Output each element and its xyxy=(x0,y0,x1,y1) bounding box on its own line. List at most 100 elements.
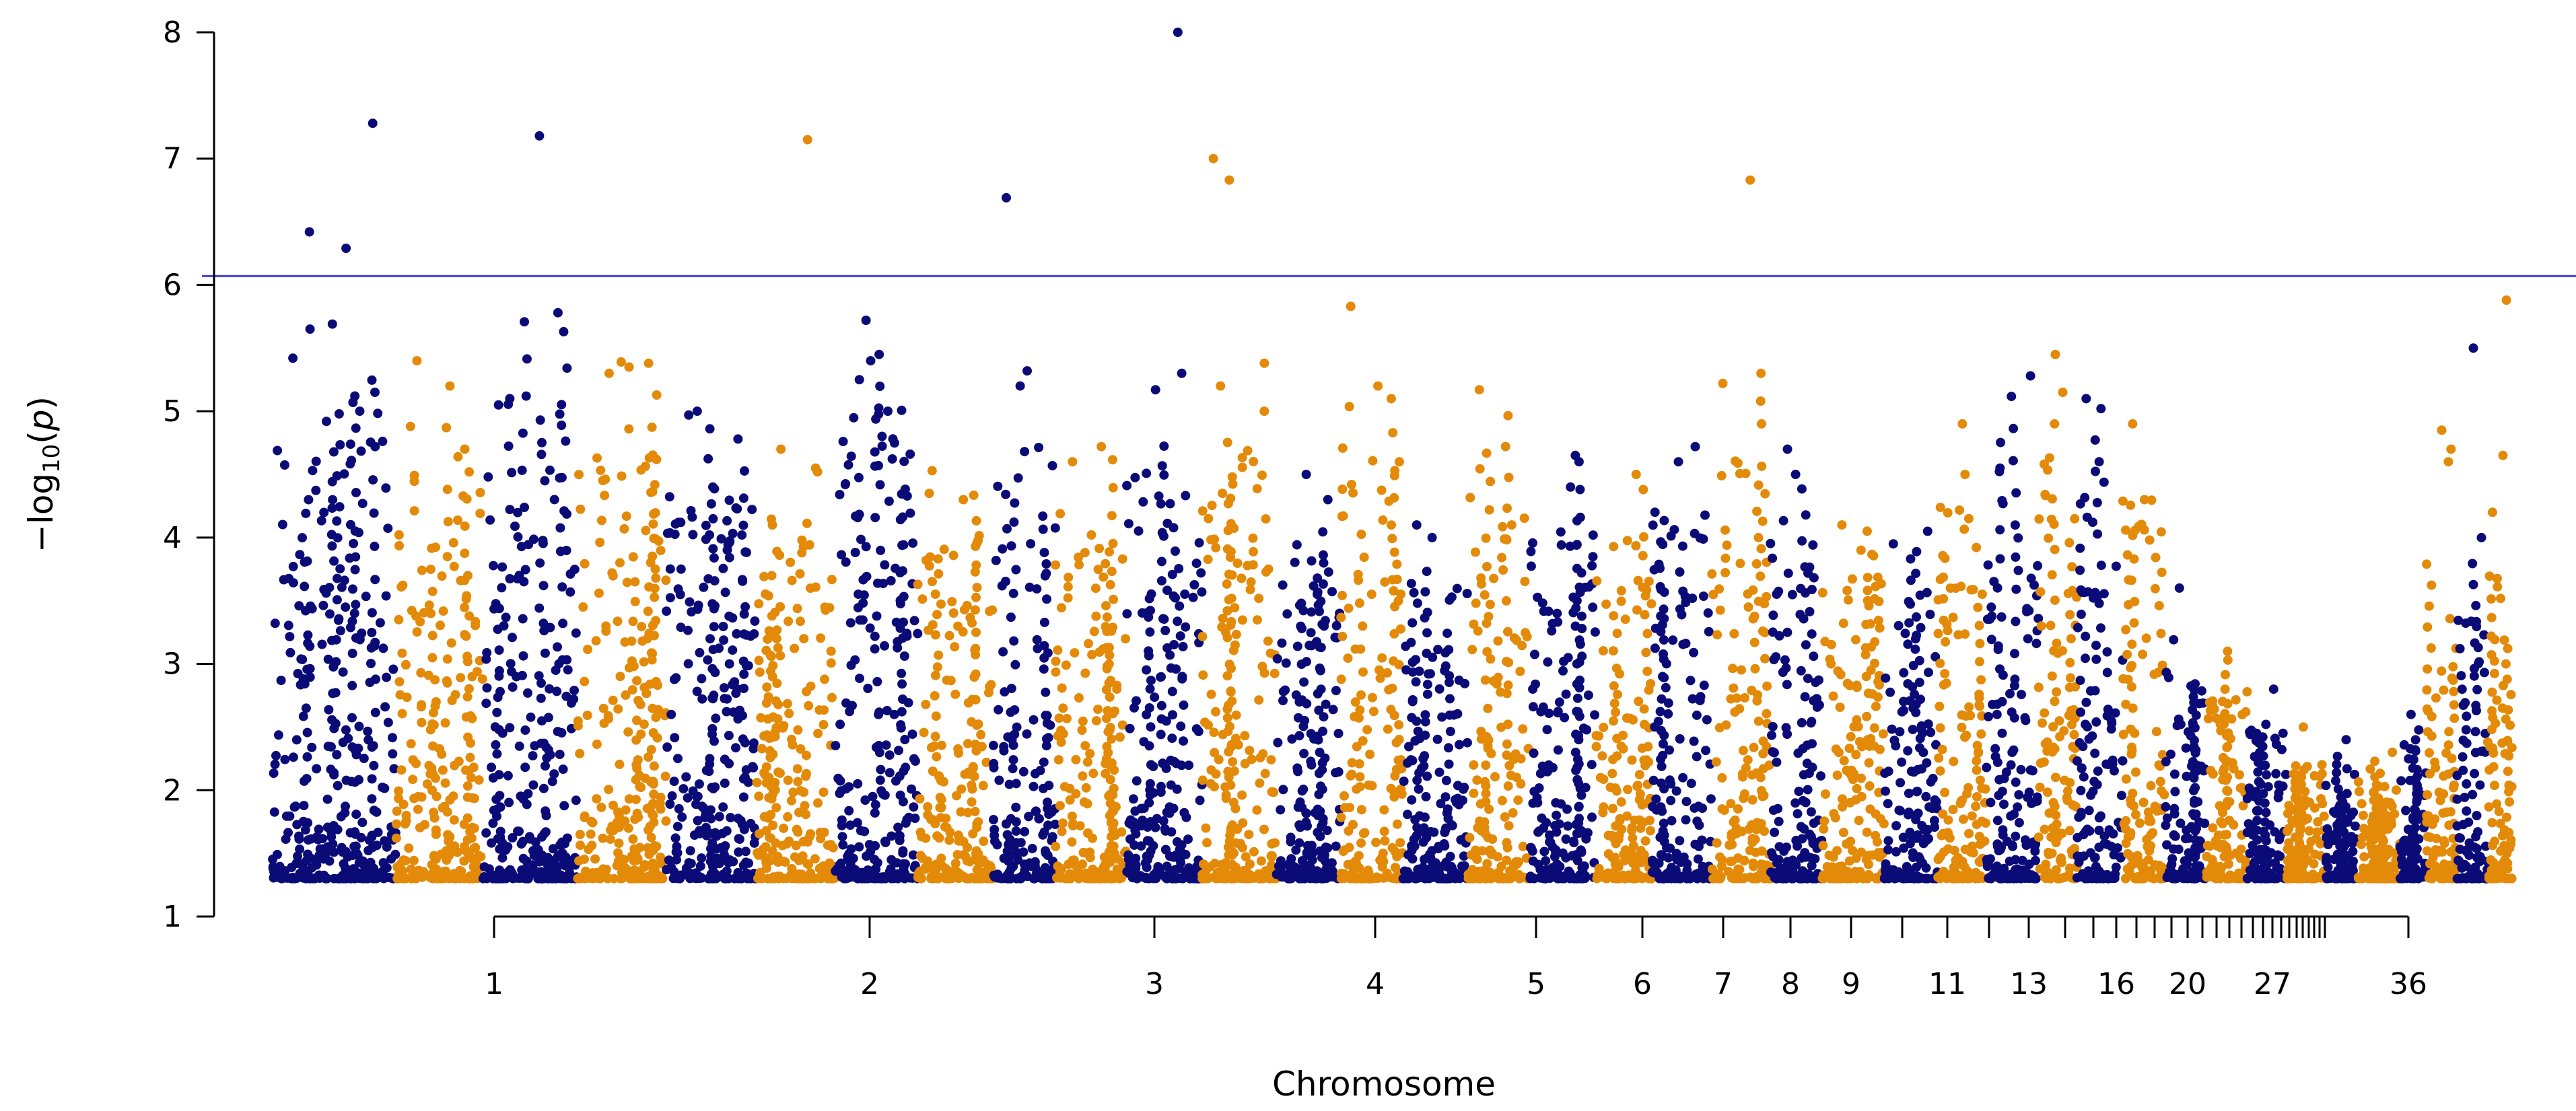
snp-point xyxy=(651,573,661,583)
snp-point xyxy=(1331,841,1341,851)
snp-point xyxy=(1800,562,1810,572)
snp-point xyxy=(837,820,847,830)
snp-point xyxy=(1252,484,1262,494)
snp-point xyxy=(1644,577,1654,586)
snp-point xyxy=(1577,624,1587,633)
snp-point xyxy=(1222,671,1232,681)
snp-point xyxy=(505,865,515,875)
snp-point xyxy=(1283,861,1293,871)
snp-point xyxy=(1224,773,1234,782)
snp-point xyxy=(513,826,523,836)
snp-point xyxy=(1377,653,1387,663)
snp-point xyxy=(401,810,411,820)
snp-point xyxy=(1776,863,1785,873)
snp-point xyxy=(291,735,302,745)
top-hit-point xyxy=(1756,368,1766,378)
snp-point xyxy=(706,499,716,509)
snp-point xyxy=(291,859,302,869)
snp-point xyxy=(508,633,517,643)
snp-point xyxy=(1543,873,1554,882)
snp-point xyxy=(1860,649,1871,659)
snp-point xyxy=(1240,731,1250,741)
snp-point xyxy=(1272,869,1282,880)
snp-point xyxy=(1458,795,1467,805)
snp-point xyxy=(972,538,982,548)
snp-point xyxy=(285,811,295,821)
snp-point xyxy=(488,818,498,828)
snp-point xyxy=(1503,680,1513,690)
snp-point xyxy=(520,317,529,327)
snp-point xyxy=(639,862,649,872)
top-hit-point xyxy=(604,368,614,378)
snp-point xyxy=(1282,609,1292,619)
snp-point xyxy=(409,506,419,516)
snp-point xyxy=(1142,855,1152,865)
snp-point xyxy=(489,561,498,571)
snp-point xyxy=(935,792,945,802)
snp-point xyxy=(475,509,485,518)
snp-point xyxy=(1663,698,1673,708)
snp-point xyxy=(1259,668,1269,678)
top-hit-point xyxy=(1096,441,1107,452)
snp-point xyxy=(1457,861,1467,871)
snp-point xyxy=(1864,851,1873,861)
snp-point xyxy=(1819,824,1829,834)
snp-point xyxy=(1210,859,1220,869)
snp-point xyxy=(1891,821,1902,830)
snp-point xyxy=(1366,589,1377,600)
snp-point xyxy=(1729,629,1739,639)
snp-point xyxy=(536,678,546,688)
top-hit-point xyxy=(445,381,455,391)
snp-point xyxy=(767,672,777,682)
snp-point xyxy=(1862,711,1872,721)
snp-point xyxy=(1174,564,1184,573)
snp-point xyxy=(518,428,528,438)
snp-point xyxy=(1715,852,1725,862)
snp-point xyxy=(1657,694,1667,704)
snp-point xyxy=(1390,847,1400,857)
snp-point xyxy=(978,781,988,791)
snp-point xyxy=(1681,639,1691,649)
snp-point xyxy=(1063,581,1073,592)
snp-point xyxy=(666,863,676,873)
snp-point xyxy=(1455,740,1464,750)
snp-point xyxy=(1255,753,1265,763)
snp-point xyxy=(1893,620,1904,631)
snp-point xyxy=(1797,484,1807,494)
top-hit-point xyxy=(1224,175,1234,185)
snp-point xyxy=(1197,587,1207,597)
snp-point xyxy=(1726,694,1736,704)
snp-point xyxy=(948,550,959,561)
snp-point xyxy=(979,836,989,847)
snp-point xyxy=(871,873,881,884)
snp-point xyxy=(1760,826,1770,836)
snp-point xyxy=(1108,824,1118,834)
snp-point xyxy=(724,858,734,867)
snp-point xyxy=(370,707,380,717)
snp-point xyxy=(1739,793,1749,803)
snp-point xyxy=(800,801,810,811)
snp-point xyxy=(1280,685,1290,695)
snp-point xyxy=(1715,873,1725,884)
snp-point xyxy=(1144,873,1154,884)
snp-point xyxy=(482,683,492,693)
snp-point xyxy=(907,729,917,740)
snp-point xyxy=(1191,559,1202,569)
snp-point xyxy=(497,853,508,863)
snp-point xyxy=(1412,775,1422,785)
snp-point xyxy=(1856,773,1866,783)
snp-point xyxy=(650,631,659,641)
snp-point xyxy=(1105,547,1114,557)
snp-point xyxy=(1206,779,1216,789)
snp-point xyxy=(894,746,903,756)
snp-point xyxy=(495,791,505,801)
snp-point xyxy=(596,515,606,526)
snp-point xyxy=(1778,515,1788,526)
snp-point xyxy=(967,717,977,727)
snp-point xyxy=(724,731,734,740)
snp-point xyxy=(1360,873,1370,884)
snp-point xyxy=(1864,758,1874,768)
snp-point xyxy=(656,853,666,862)
snp-point xyxy=(1009,636,1019,646)
snp-point xyxy=(985,682,995,692)
